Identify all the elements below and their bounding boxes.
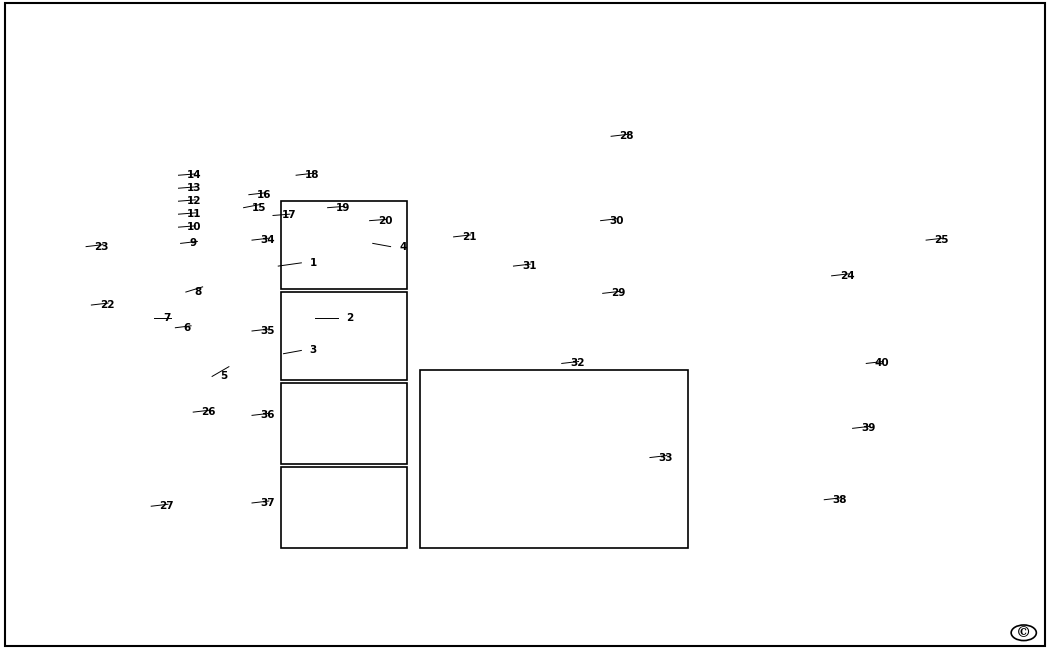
Text: 32: 32 [570, 358, 585, 369]
Bar [420, 370, 688, 548]
Text: 36: 36 [260, 410, 275, 421]
Text: 13: 13 [187, 183, 202, 193]
Text: 24: 24 [840, 271, 855, 281]
Text: 16: 16 [257, 190, 272, 200]
Text: ©: © [1016, 626, 1031, 640]
Text: 37: 37 [260, 498, 275, 508]
Text: 15: 15 [252, 202, 267, 213]
Text: 21: 21 [462, 232, 477, 242]
Text: 39: 39 [861, 423, 876, 434]
Text: 12: 12 [187, 196, 202, 206]
Text: 6: 6 [184, 323, 191, 333]
Text: 7: 7 [163, 313, 170, 323]
Text: 14: 14 [187, 170, 202, 180]
Text: 31: 31 [522, 261, 537, 271]
Text: 25: 25 [934, 235, 949, 245]
Text: 19: 19 [336, 202, 351, 213]
Text: 17: 17 [281, 210, 296, 221]
Text: 18: 18 [304, 170, 319, 180]
Bar [281, 292, 407, 380]
Bar [281, 201, 407, 289]
Text: 2: 2 [346, 313, 354, 323]
Bar [281, 467, 407, 548]
Text: 10: 10 [187, 222, 202, 232]
Text: 5: 5 [220, 371, 228, 382]
Text: 9: 9 [189, 238, 196, 249]
Text: 3: 3 [310, 345, 317, 356]
Text: 23: 23 [94, 241, 109, 252]
Text: 27: 27 [160, 501, 174, 511]
Text: 34: 34 [260, 235, 275, 245]
Text: 11: 11 [187, 209, 202, 219]
Bar [281, 383, 407, 464]
Text: 40: 40 [875, 358, 889, 369]
Text: 20: 20 [378, 215, 393, 226]
Text: 1: 1 [310, 258, 317, 268]
Text: 38: 38 [833, 495, 847, 505]
Text: 28: 28 [620, 131, 634, 141]
Text: 35: 35 [260, 326, 275, 336]
Text: 26: 26 [202, 407, 216, 417]
Text: 4: 4 [399, 241, 406, 252]
Text: 30: 30 [609, 215, 624, 226]
Text: 8: 8 [194, 287, 202, 297]
Text: 22: 22 [100, 300, 114, 310]
Text: 29: 29 [611, 288, 626, 299]
Text: 33: 33 [658, 452, 673, 463]
